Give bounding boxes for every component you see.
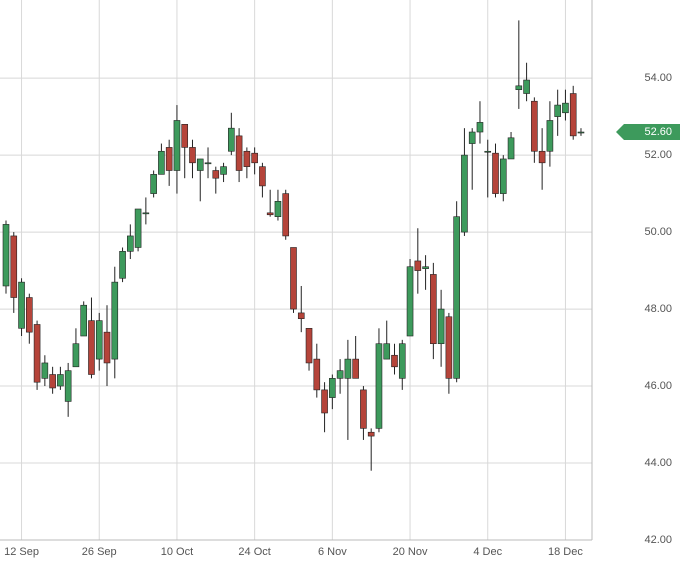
candle-body [352, 358, 359, 379]
candle-body [383, 343, 391, 360]
candle-body [204, 162, 212, 165]
y-tick-label: 42.00 [644, 534, 672, 546]
candle-body [212, 170, 220, 179]
candle-body [523, 79, 530, 94]
candle-body [33, 324, 41, 383]
x-tick-label: 10 Oct [161, 546, 193, 558]
candle-body [282, 193, 290, 237]
candle-body [57, 374, 64, 387]
candle-body [398, 343, 406, 379]
candle-body [18, 281, 25, 329]
candle-body [158, 150, 165, 175]
candle-body [266, 212, 274, 216]
candle-body [538, 150, 546, 164]
candle-body [290, 247, 297, 310]
y-tick-label: 50.00 [644, 226, 672, 238]
candle-body [88, 320, 95, 375]
last-price-tag [616, 124, 680, 141]
candle-body [297, 312, 305, 319]
candle-body [305, 328, 313, 364]
candle-body [181, 124, 189, 148]
candle-body [251, 152, 258, 164]
candle-body [41, 362, 49, 379]
candle-body [111, 281, 119, 360]
candle-body [546, 120, 554, 152]
candle-body [220, 166, 227, 175]
candle-body [10, 235, 18, 298]
candle-body [165, 147, 173, 171]
candle-body [569, 93, 577, 137]
candle-body [235, 135, 243, 171]
candle-body [103, 331, 111, 364]
x-tick-label: 26 Sep [82, 546, 117, 558]
x-tick-label: 20 Nov [393, 546, 428, 558]
candle-body [406, 266, 414, 337]
candle-body [142, 212, 150, 215]
candle-body [507, 137, 515, 160]
y-tick-label: 52.00 [644, 149, 672, 161]
candle-body [134, 208, 142, 248]
candle-body [422, 266, 429, 269]
last-price-label: 52.60 [644, 126, 672, 138]
candle-body [72, 343, 80, 368]
x-tick-label: 24 Oct [238, 546, 270, 558]
candle-body [196, 158, 204, 171]
candle-body [554, 104, 561, 117]
candle-body [80, 304, 87, 337]
candle-body [453, 216, 460, 379]
candle-body [119, 251, 126, 279]
candle-body [313, 358, 321, 391]
x-tick-label: 12 Sep [4, 546, 39, 558]
candle-body [375, 343, 383, 429]
candle-body [562, 102, 569, 114]
candle-body [274, 200, 282, 217]
candle-body [127, 235, 134, 252]
candle-body [437, 308, 445, 345]
y-tick-label: 46.00 [644, 380, 672, 392]
y-tick-label: 48.00 [644, 303, 672, 315]
candle-body [492, 152, 499, 194]
candle-body [150, 174, 157, 194]
candle-body [2, 224, 10, 287]
candle-body [173, 120, 181, 171]
candle-body [445, 316, 453, 379]
candle-body [515, 85, 523, 90]
candle-body [414, 260, 422, 271]
candle-body [391, 354, 398, 368]
candle-body [484, 150, 492, 153]
candle-body [329, 378, 336, 398]
candle-body [461, 154, 468, 233]
candle-body [336, 370, 344, 379]
x-tick-label: 4 Dec [473, 546, 502, 558]
y-tick-label: 54.00 [644, 72, 672, 84]
candle-body [49, 374, 56, 389]
candle-body [367, 431, 375, 437]
candle-body [499, 158, 507, 194]
candle-body [476, 122, 484, 133]
candle-body [228, 127, 235, 152]
candle-body [531, 100, 538, 152]
candle-body [64, 370, 72, 402]
candle-body [468, 131, 476, 144]
candle-body [189, 147, 196, 164]
candle-body [259, 166, 266, 187]
y-tick-label: 44.00 [644, 457, 672, 469]
candle-body [577, 131, 585, 134]
x-tick-label: 6 Nov [318, 546, 347, 558]
candle-body [344, 358, 352, 379]
candle-body [243, 150, 251, 167]
x-tick-label: 18 Dec [548, 546, 583, 558]
candle-body [360, 389, 367, 429]
candle-body [321, 389, 328, 414]
candle-body [26, 297, 33, 333]
candle-body [430, 274, 437, 345]
candle-body [95, 320, 103, 360]
